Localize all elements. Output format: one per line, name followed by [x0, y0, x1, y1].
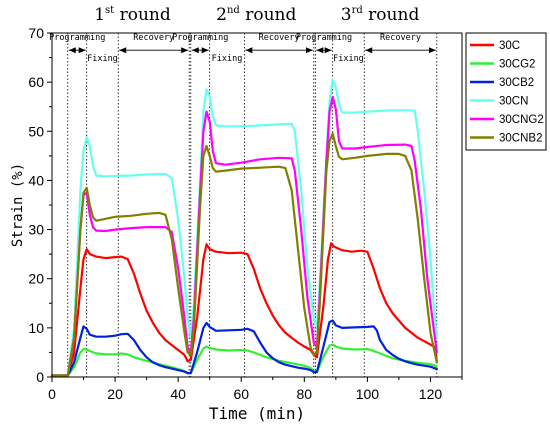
plot-frame	[51, 32, 463, 378]
phase-label-fixing: Fixing	[87, 54, 118, 64]
y-tick-label: 70	[28, 25, 44, 41]
x-tick-label: 0	[48, 386, 56, 402]
x-axis-label: Time (min)	[209, 404, 305, 423]
phase-label-programming: Programming	[49, 33, 105, 43]
phase-label-recovery: Recovery	[259, 33, 300, 43]
y-tick-label: 30	[28, 222, 44, 238]
round-title: 1st round	[94, 5, 171, 25]
legend-box	[465, 32, 547, 151]
x-tick-label: 80	[297, 386, 313, 402]
legend-label: 30CNB2	[499, 133, 542, 145]
y-tick-label: 0	[36, 369, 44, 385]
round-title: 2nd round	[216, 5, 296, 25]
y-tick-label: 60	[28, 74, 44, 90]
x-tick-label: 40	[170, 386, 186, 402]
x-tick-label: 60	[233, 386, 249, 402]
x-tick-label: 120	[419, 386, 443, 402]
y-axis-label: Strain (%)	[10, 163, 26, 247]
axes: 0 20 40 60 80 100 120 0 10 20 30 40 50 60 70	[28, 25, 463, 402]
legend-label: 30CB2	[499, 77, 534, 89]
legend-label: 30CN	[499, 96, 528, 108]
phase-label-programming: Programming	[296, 33, 352, 43]
phase-label-recovery: Recovery	[133, 33, 174, 43]
y-tick-label: 20	[28, 271, 44, 287]
series-line-30c	[50, 242, 438, 377]
phase-label-programming: Programming	[172, 33, 228, 43]
series-line-30cn	[50, 78, 438, 377]
series-line-30cg2	[50, 343, 438, 377]
series-line-30cb2	[50, 319, 438, 377]
x-tick-label: 20	[107, 386, 123, 402]
x-tick-label: 100	[356, 386, 380, 402]
y-tick-label: 50	[28, 123, 44, 139]
phase-label-fixing: Fixing	[333, 54, 364, 64]
series-line-30cng2	[50, 95, 438, 377]
legend-label: 30CG2	[499, 59, 535, 71]
legend-label: 30C	[499, 40, 520, 52]
round-title: 3rd round	[341, 5, 420, 25]
y-tick-label: 40	[28, 172, 44, 188]
legend: 30C 30CG2 30CB2 30CN 30CNG2 30CNB2	[465, 32, 547, 151]
y-tick-label: 10	[28, 320, 44, 336]
phase-label-fixing: Fixing	[212, 54, 243, 64]
phase-label-recovery: Recovery	[380, 33, 421, 43]
legend-label: 30CNG2	[499, 114, 544, 126]
series-lines	[50, 78, 438, 377]
series-line-30cnb2	[50, 132, 438, 377]
